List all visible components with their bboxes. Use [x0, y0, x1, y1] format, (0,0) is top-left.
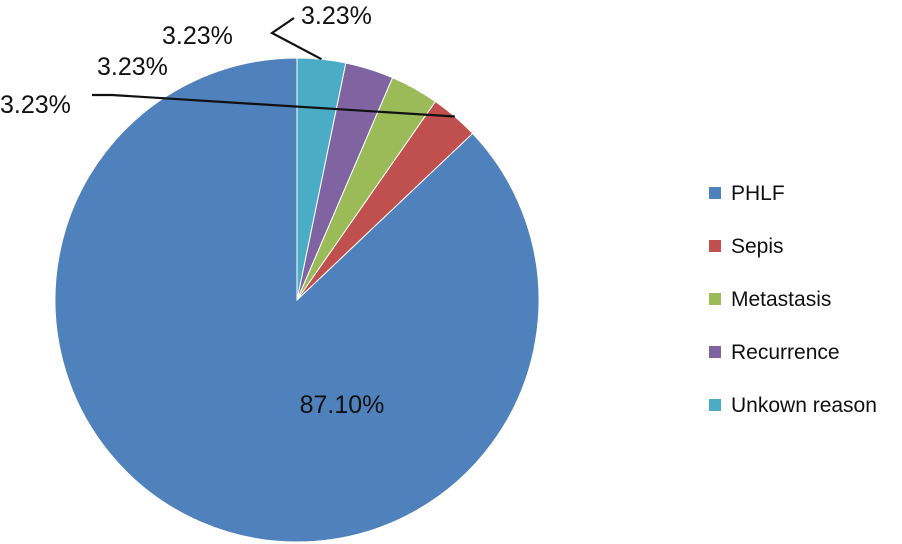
legend: PHLF Sepis Metastasis Recurrence Unkown reas…: [709, 182, 877, 417]
legend-swatch-recurrence: [709, 346, 721, 358]
leader-line-unkown-reason: [269, 17, 323, 61]
legend-label-metastasis: Metastasis: [731, 288, 831, 311]
legend-swatch-sepis: [709, 240, 721, 252]
legend-swatch-unkown-reason: [709, 399, 721, 411]
legend-label-unkown-reason: Unkown reason: [731, 394, 877, 417]
legend-label-sepis: Sepis: [731, 235, 784, 258]
label-leader-lines: [92, 17, 455, 118]
pie-slices: [54, 57, 540, 543]
data-label-unkown-reason: 3.23%: [301, 2, 372, 30]
data-labels: 87.10% 3.23% 3.23% 3.23% 3.23%: [0, 2, 384, 419]
legend-label-phlf: PHLF: [731, 182, 785, 205]
data-label-phlf: 87.10%: [300, 391, 385, 419]
data-label-sepis: 3.23%: [0, 91, 71, 119]
pie-slice-unkown-reason: [296, 57, 347, 301]
legend-label-recurrence: Recurrence: [731, 341, 840, 364]
legend-swatch-phlf: [709, 187, 721, 199]
leader-line-sepis: [92, 93, 455, 118]
data-label-recurrence: 3.23%: [162, 22, 233, 50]
data-label-metastasis: 3.23%: [97, 53, 168, 81]
legend-swatch-metastasis: [709, 293, 721, 305]
